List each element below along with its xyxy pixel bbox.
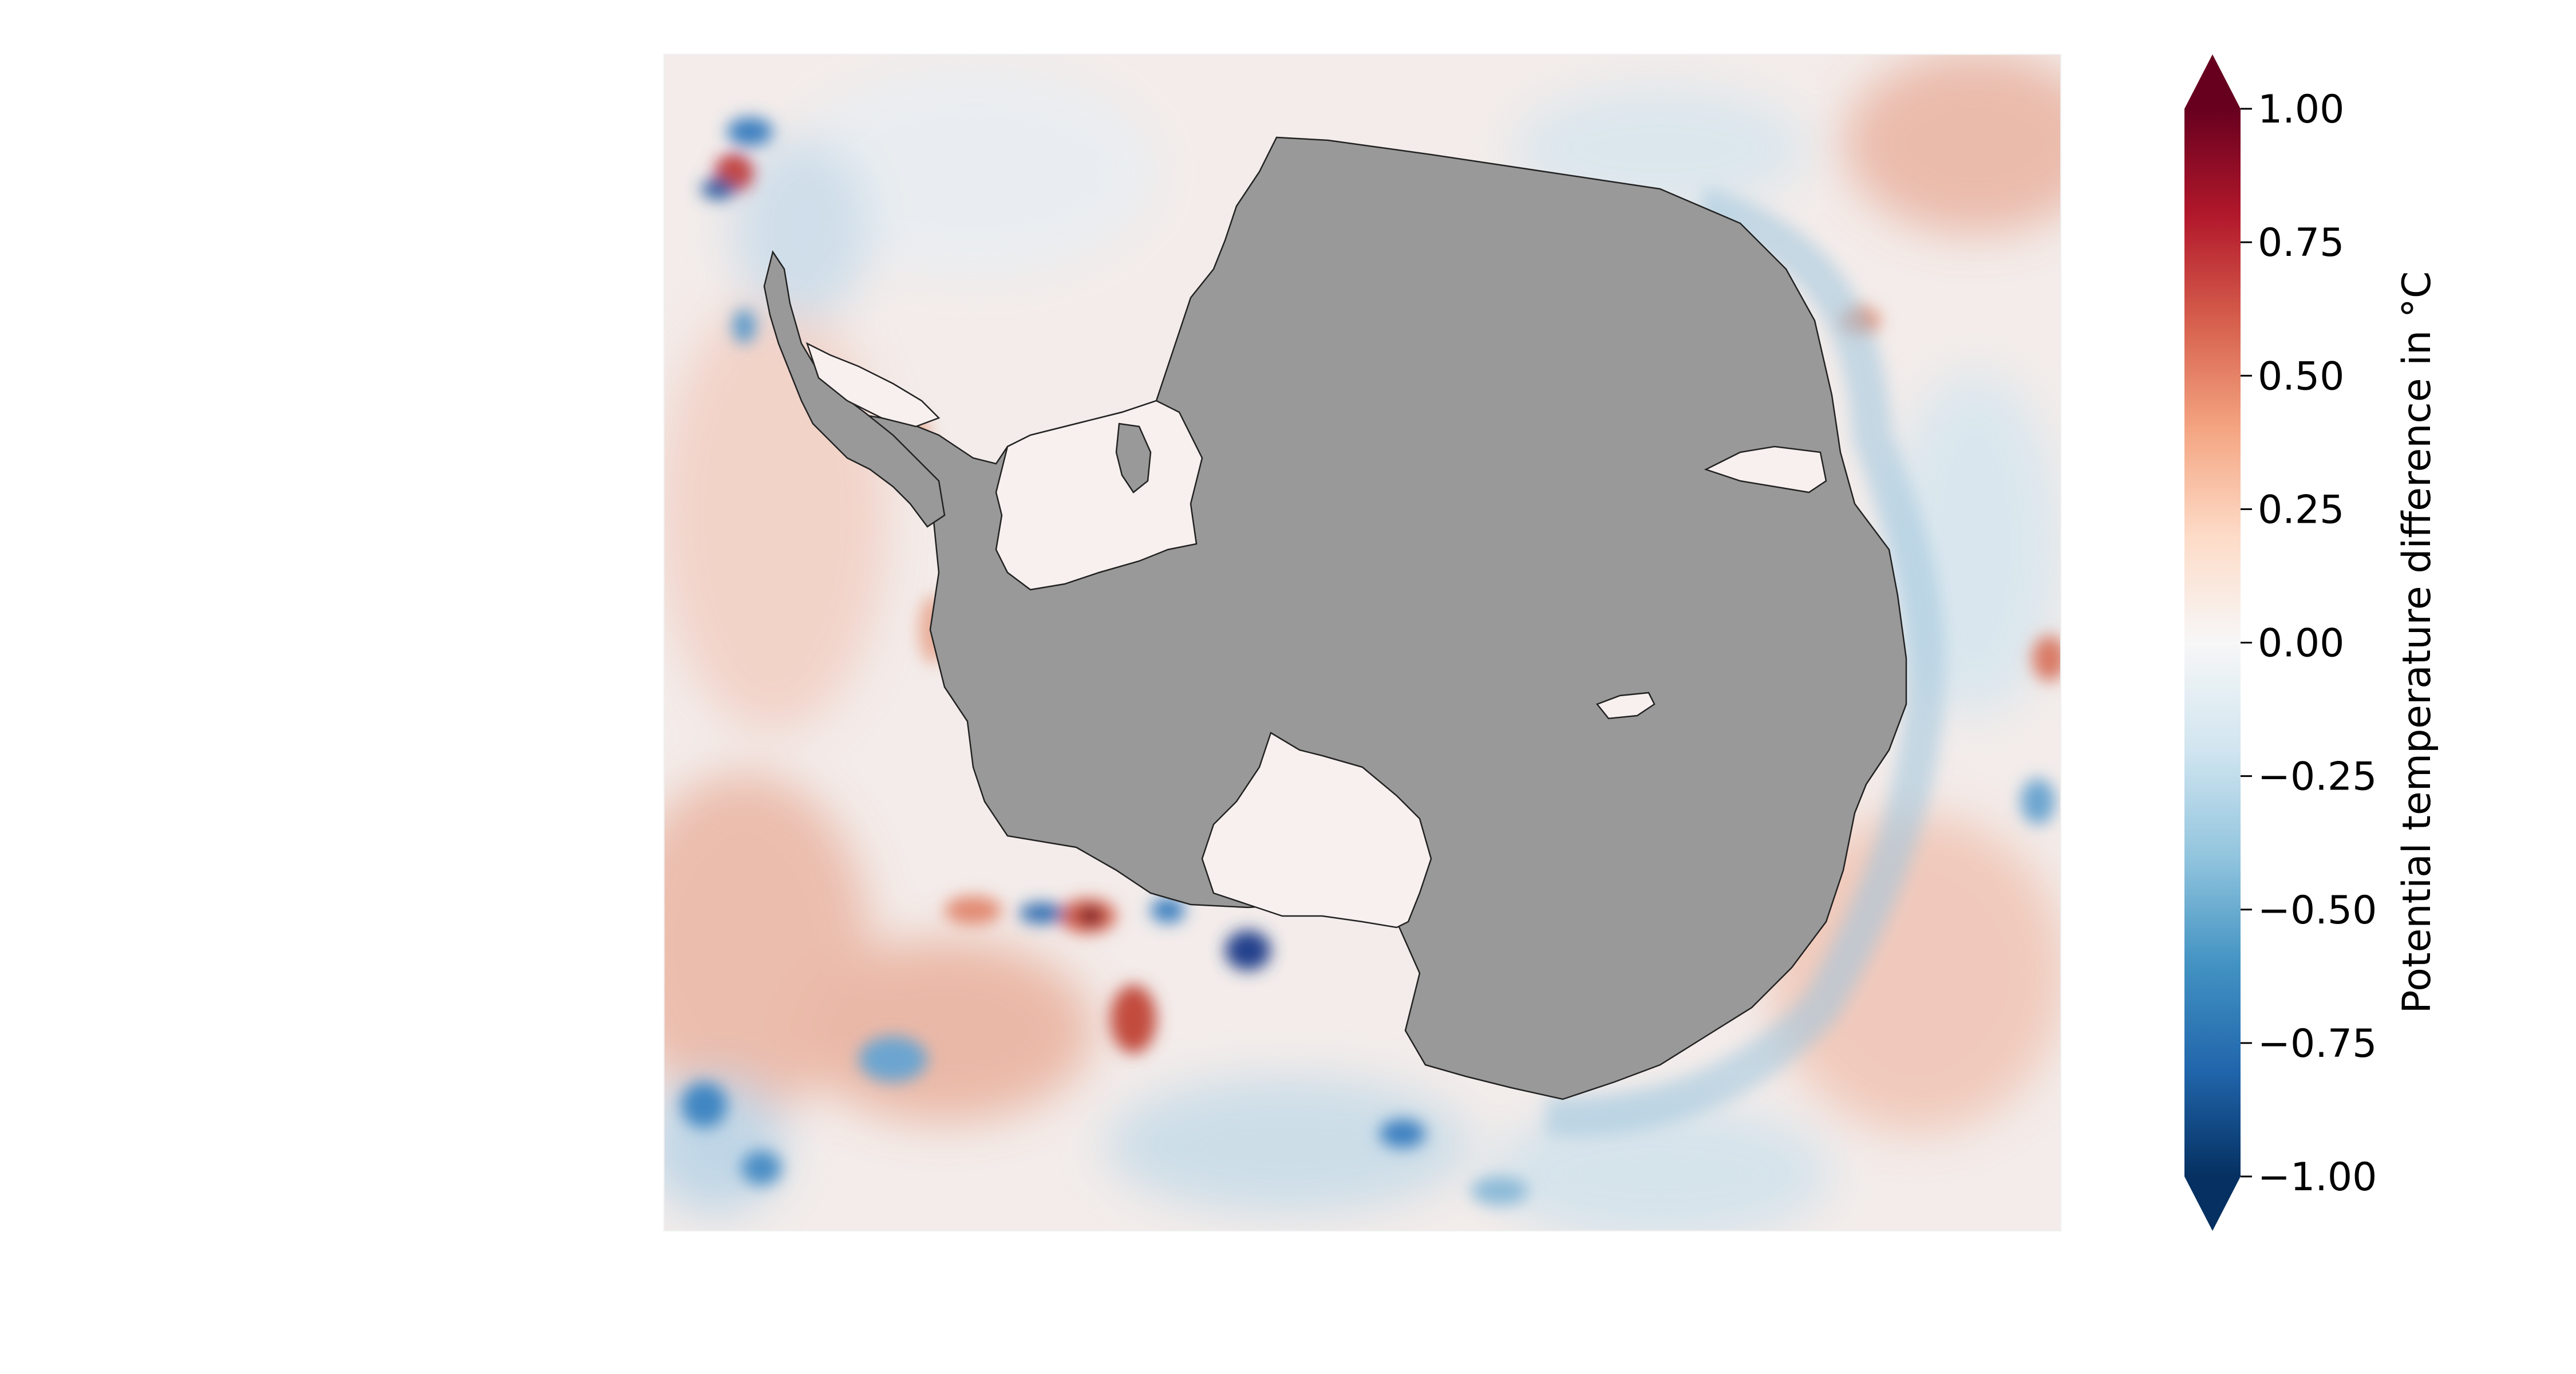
colorbar-tick-label: −0.50 xyxy=(2258,888,2377,933)
ice-shelves xyxy=(805,342,1827,929)
colorbar-tick-label: −0.75 xyxy=(2258,1021,2377,1067)
colorbar-label: Potential temperature difference in °C xyxy=(2395,271,2440,1014)
colorbar-tick-label: 0.00 xyxy=(2258,621,2344,666)
colorbar-tick-label: 0.50 xyxy=(2258,354,2344,399)
colorbar-tick-label: 1.00 xyxy=(2258,87,2344,132)
ross-ice-shelf xyxy=(1201,732,1432,929)
colorbar-tick-label: 0.25 xyxy=(2258,487,2344,532)
colorbar-gradient xyxy=(2184,109,2241,1176)
colorbar-tick-label: −1.00 xyxy=(2258,1155,2377,1200)
map-panel xyxy=(663,54,2061,1231)
colorbar-extend-max-arrow xyxy=(2184,54,2241,109)
amery-ice-shelf xyxy=(1704,445,1827,493)
colorbar: 1.00 0.75 0.50 0.25 0.00 −0.25 −0.50 −0.75 −1.00… xyxy=(2184,54,2440,1231)
map-frame xyxy=(663,54,2061,1231)
colorbar-ticks: 1.00 0.75 0.50 0.25 0.00 −0.25 −0.50 −0.75 −1.00 xyxy=(2241,87,2377,1200)
colorbar-tick-label: 0.75 xyxy=(2258,220,2344,266)
colorbar-tick-label: −0.25 xyxy=(2258,755,2377,800)
colorbar-extend-min-arrow xyxy=(2184,1176,2241,1231)
berkner-island xyxy=(1115,423,1152,493)
filchner-ronne-ice-shelf xyxy=(995,400,1203,591)
inland-lake-feature xyxy=(1595,692,1656,720)
larsen-ice-shelf xyxy=(805,342,941,428)
